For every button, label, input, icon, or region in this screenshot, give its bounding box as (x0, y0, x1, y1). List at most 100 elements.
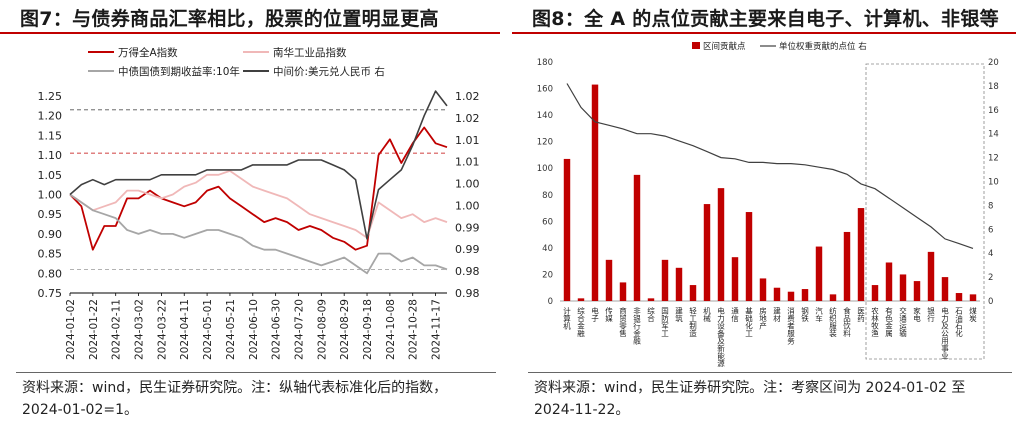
x-tick-label: 2024-02-11 (111, 299, 123, 360)
bar (619, 282, 627, 301)
x-tick-label: 2024-07-20 (293, 299, 305, 360)
y-tick-label-right: 2 (988, 273, 993, 283)
left-note-line-2: 2024-01-02=1。 (22, 402, 138, 418)
bar (801, 289, 809, 301)
right-note-line-1: 资料来源：wind，民生证券研究院。注：考察区间为 2024-01-02 至 (534, 380, 966, 396)
y-tick-label-left: 60 (542, 217, 553, 227)
category-label: 钢铁 (800, 306, 809, 324)
bar (745, 212, 753, 301)
series-line (69, 90, 448, 240)
bar (871, 285, 879, 301)
legend-label: 单位权重贡献的点位 右 (779, 41, 867, 52)
x-tick-label: 2024-08-09 (316, 299, 328, 360)
bar (577, 298, 585, 301)
category-label: 轻工制造 (688, 306, 697, 339)
y-tick-label-right: 8 (988, 201, 993, 211)
y-tick-label-left: 80 (542, 191, 553, 201)
x-tick-label: 2024-09-18 (362, 299, 374, 360)
bar (885, 262, 893, 301)
category-label: 纺织服装 (828, 306, 837, 339)
legend-label: 万得全A指数 (118, 46, 178, 59)
category-label: 食品饮料 (842, 306, 851, 339)
category-label: 有色金属 (884, 306, 893, 339)
category-label: 电力及公用事业 (940, 306, 949, 360)
y-tick-label-right: 16 (988, 106, 999, 116)
category-label: 家电 (912, 306, 921, 323)
right-chart: 区间贡献点 单位权重贡献的点位 右020406080100120140160180… (537, 41, 999, 368)
bar (941, 277, 949, 301)
legend-swatch (692, 42, 700, 49)
y-tick-label-left: 1.25 (38, 90, 63, 103)
y-tick-label-left: 1.10 (38, 149, 63, 162)
y-tick-label-left: 20 (542, 270, 553, 280)
category-label: 机械 (702, 306, 711, 324)
y-tick-label-right: 20 (988, 58, 999, 68)
category-label: 电子 (590, 306, 599, 323)
legend-label: 区间贡献点 (703, 41, 746, 52)
series-line (566, 83, 974, 249)
y-tick-label-left: 0.85 (38, 248, 63, 261)
bar (899, 274, 907, 301)
bar (605, 259, 613, 301)
highlight-box (865, 63, 985, 360)
y-tick-label-left: 40 (542, 244, 553, 254)
y-tick-label-left: 0.95 (38, 208, 63, 221)
y-tick-label-left: 0.90 (38, 228, 63, 241)
right-source-note: 资料来源：wind，民生证券研究院。注：考察区间为 2024-01-02 至 2… (534, 377, 1004, 421)
category-label: 建材 (772, 306, 781, 323)
y-tick-label-right: 1.00 (455, 178, 480, 191)
x-tick-label: 2024-05-21 (225, 299, 237, 360)
y-tick-label-left: 180 (537, 58, 553, 68)
legend-label: 中债国债到期收益率:10年 (118, 65, 240, 78)
x-tick-label: 2024-08-29 (339, 299, 351, 360)
bar (703, 204, 711, 301)
right-note-line-2: 2024-11-22。 (534, 402, 630, 418)
bar (563, 158, 571, 301)
y-tick-label-left: 120 (537, 138, 553, 148)
y-tick-label-right: 4 (988, 249, 993, 259)
bar (773, 287, 781, 301)
y-tick-label-left: 1.20 (38, 110, 63, 123)
bar (843, 231, 851, 301)
category-label: 医药 (856, 307, 865, 324)
category-label: 房地产 (758, 306, 767, 331)
bar (661, 259, 669, 301)
category-label: 商贸零售 (618, 306, 627, 339)
y-tick-label-right: 0.99 (455, 221, 480, 234)
x-tick-label: 2024-10-08 (385, 299, 397, 360)
x-tick-label: 2024-06-10 (248, 299, 260, 360)
right-chart-title: 图8：全 A 的点位贡献主要来自电子、计算机、非银等 (532, 8, 999, 30)
category-label: 建筑 (674, 306, 683, 324)
left-note-rule (16, 372, 496, 373)
x-tick-label: 2024-03-02 (134, 299, 146, 360)
y-tick-label-left: 1.00 (38, 189, 63, 202)
y-tick-label-right: 18 (988, 82, 999, 92)
category-label: 国防军工 (660, 307, 669, 338)
y-tick-label-right: 1.02 (455, 112, 480, 125)
bar (927, 251, 935, 301)
category-label: 非银行金融 (632, 306, 641, 346)
bar (955, 293, 963, 301)
left-note-line-1: 资料来源：wind，民生证券研究院。注：纵轴代表标准化后的指数， (22, 380, 448, 396)
y-tick-label-right: 1.01 (455, 156, 480, 169)
category-label: 煤炭 (968, 306, 977, 324)
y-tick-label-right: 0 (988, 297, 993, 307)
y-tick-label-right: 0.98 (455, 265, 480, 278)
bar (857, 208, 865, 301)
y-tick-label-right: 1.01 (455, 134, 480, 147)
y-tick-label-left: 100 (537, 164, 553, 174)
category-label: 基础化工 (744, 306, 753, 338)
bar (647, 298, 655, 301)
x-tick-label: 2024-03-22 (156, 299, 168, 360)
x-tick-label: 2024-06-30 (271, 299, 283, 360)
y-tick-label-left: 1.15 (38, 129, 63, 142)
series-line (69, 193, 448, 275)
x-tick-label: 2024-04-11 (179, 299, 191, 360)
category-label: 交通运输 (898, 306, 907, 339)
x-tick-label: 2024-05-01 (202, 299, 214, 360)
x-tick-label: 2024-10-28 (408, 299, 420, 360)
legend-label: 中间价:美元兑人民币 右 (273, 65, 385, 78)
category-label: 传媒 (604, 306, 613, 324)
bar (633, 174, 641, 301)
